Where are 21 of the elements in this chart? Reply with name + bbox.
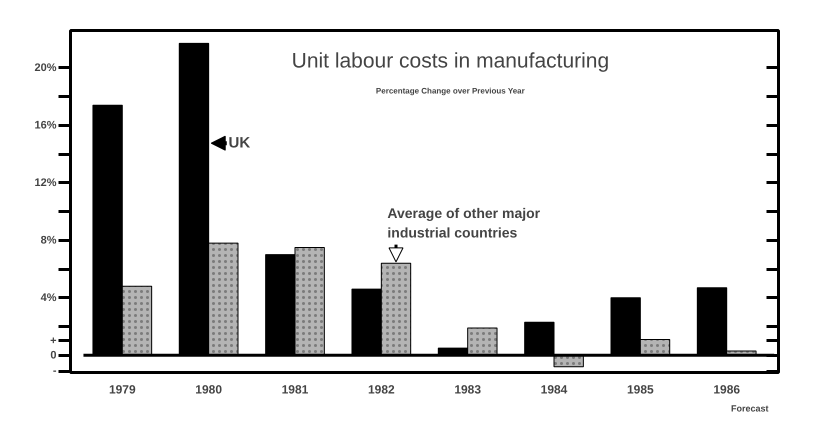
x-tick-label: 1983 [454, 382, 482, 396]
y-tick-label: 4% [40, 292, 57, 304]
text: Percentage Change over Previous Year [376, 86, 525, 96]
series-label: Average of other major industrial countries [387, 205, 541, 240]
legend-label: UK [228, 134, 250, 152]
y-tick-label: 0 [50, 349, 57, 362]
x-tick-label: 1986 [713, 382, 740, 396]
y-tick-label: 8% [40, 234, 57, 246]
x-tick-label: 1980 [195, 382, 222, 396]
x-tick-label: 1985 [627, 382, 654, 396]
x-tick-label: 1979 [108, 382, 136, 396]
x-tick-label: 1982 [368, 382, 396, 396]
y-tick-label: - [52, 365, 57, 378]
text: Unit labour costs in manufacturing [292, 50, 610, 73]
y-tick-label: 16% [34, 119, 57, 132]
y-tick-label: 20% [34, 62, 57, 74]
y-tick-label: + [50, 334, 57, 347]
text: Forecast [730, 404, 769, 414]
x-tick-label: 1984 [540, 382, 568, 396]
x-tick-label: 1981 [282, 382, 309, 396]
y-tick-label: 12% [34, 176, 57, 189]
